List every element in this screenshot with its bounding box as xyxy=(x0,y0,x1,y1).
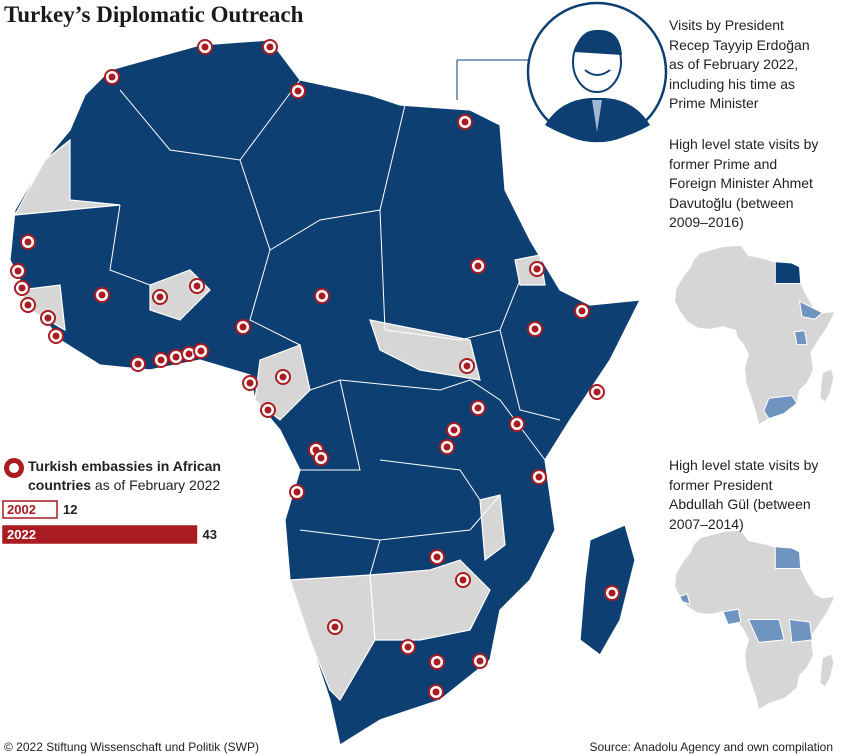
legend-bars: 2002 12 2022 43 xyxy=(2,458,217,544)
embassy-marker-dot xyxy=(52,332,60,340)
bar xyxy=(2,500,58,519)
legend-marker xyxy=(9,463,19,473)
embassy-marker-dot xyxy=(185,350,193,358)
embassy-marker-dot xyxy=(461,118,469,126)
embassy-marker-dot xyxy=(578,307,586,315)
embassy-marker-dot xyxy=(294,87,302,95)
embassy-marker-dot xyxy=(404,643,412,651)
embassy-marker-dot xyxy=(193,282,201,290)
legend-title-bold: Turkish embassies in African countries xyxy=(28,458,221,493)
embassy-marker-dot xyxy=(608,589,616,597)
embassy-marker-dot xyxy=(24,238,32,246)
embassy-marker-dot xyxy=(156,293,164,301)
embassy-marker-dot xyxy=(266,43,274,51)
embassy-marker-dot xyxy=(172,353,180,361)
embassy-marker-dot xyxy=(513,420,521,428)
embassy-marker-dot xyxy=(157,356,165,364)
embassy-marker-dot xyxy=(108,73,116,81)
bar-value-label: 12 xyxy=(63,502,77,517)
portrait xyxy=(526,1,668,143)
embassy-marker-dot xyxy=(459,576,467,584)
embassy-marker-dot xyxy=(18,284,26,292)
inset-map-gul xyxy=(674,529,836,711)
embassy-marker-dot xyxy=(476,657,484,665)
embassy-marker-dot xyxy=(432,688,440,696)
embassy-marker-dot xyxy=(246,379,254,387)
bar xyxy=(2,525,198,544)
embassy-marker-dot xyxy=(201,43,209,51)
caption: High level state visits by former Presid… xyxy=(669,457,819,532)
bar-value-label: 43 xyxy=(203,527,217,542)
embassy-marker-dot xyxy=(531,325,539,333)
embassy-marker-dot xyxy=(44,314,52,322)
bar-year-label: 2022 xyxy=(7,527,36,542)
embassy-marker-dot xyxy=(134,360,142,368)
source: Source: Anadolu Agency and own compilati… xyxy=(589,740,834,754)
no-embassy-areas xyxy=(13,138,546,701)
inset-map-davutoglu xyxy=(674,244,836,426)
embassy-marker-dot xyxy=(593,388,601,396)
embassy-marker-dot xyxy=(293,488,301,496)
copyright: © 2022 Stiftung Wissenschaft und Politik… xyxy=(4,740,259,754)
embassy-marker-dot xyxy=(239,323,247,331)
embassy-marker-dot xyxy=(24,301,32,309)
embassy-marker-dot xyxy=(317,454,325,462)
legend-title: Turkish embassies in African countries a… xyxy=(28,457,238,495)
embassy-marker-dot xyxy=(443,443,451,451)
legend-title-rest: as of February 2022 xyxy=(94,477,221,493)
title: Turkey’s Diplomatic Outreach xyxy=(4,2,304,27)
embassy-marker-dot xyxy=(433,658,441,666)
embassy-markers xyxy=(10,39,620,700)
embassy-marker-dot xyxy=(463,362,471,370)
embassy-marker-dot xyxy=(264,406,272,414)
caption: Visits by President Recep Tayyip Erdoğan… xyxy=(669,17,810,111)
embassy-marker-dot xyxy=(279,373,287,381)
embassy-marker-dot xyxy=(331,623,339,631)
embassy-marker-dot xyxy=(474,404,482,412)
caption: High level state visits by former Prime … xyxy=(669,136,819,230)
embassy-marker-dot xyxy=(318,292,326,300)
embassy-marker-dot xyxy=(450,426,458,434)
embassy-marker-dot xyxy=(533,265,541,273)
borders xyxy=(109,79,561,576)
embassy-marker-dot xyxy=(14,267,22,275)
embassy-marker-dot xyxy=(535,473,543,481)
main-map xyxy=(9,39,641,746)
embassy-marker-dot xyxy=(98,291,106,299)
embassy-marker-dot xyxy=(474,262,482,270)
embassy-marker-dot xyxy=(197,347,205,355)
bar-year-label: 2002 xyxy=(7,502,36,517)
embassy-marker-dot xyxy=(433,553,441,561)
